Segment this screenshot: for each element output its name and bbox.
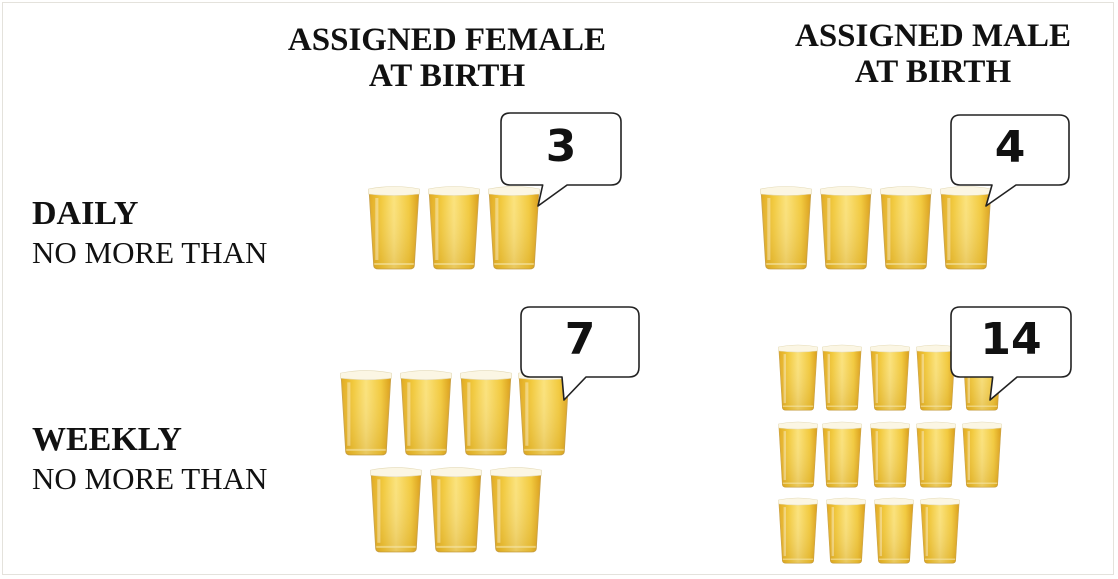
row-weekly-title: WEEKLY bbox=[32, 421, 182, 458]
header-female-line2: AT BIRTH bbox=[368, 58, 526, 94]
speech-bubble-icon bbox=[500, 112, 622, 207]
beer-glass-icon bbox=[760, 184, 812, 270]
beer-glass-icon bbox=[400, 368, 452, 456]
beer-glass-icon bbox=[916, 343, 956, 411]
beer-glass-icon bbox=[880, 184, 932, 270]
beer-glass-icon bbox=[962, 420, 1002, 488]
beer-glass-icon bbox=[826, 496, 866, 564]
beer-glass-icon bbox=[820, 184, 872, 270]
header-male: ASSIGNED MALE AT BIRTH bbox=[768, 18, 1098, 90]
beer-glass-icon bbox=[870, 343, 910, 411]
beer-glass-icon bbox=[822, 420, 862, 488]
bubble-female-daily: 3 bbox=[500, 112, 622, 207]
speech-bubble-icon bbox=[950, 114, 1070, 207]
bubble-male-weekly-value: 14 bbox=[980, 314, 1042, 365]
row-daily-title: DAILY bbox=[32, 195, 139, 232]
bubble-female-weekly-value: 7 bbox=[564, 314, 596, 365]
beer-glass-icon bbox=[370, 465, 422, 553]
beer-glass-icon bbox=[874, 496, 914, 564]
bubble-male-daily-value: 4 bbox=[994, 122, 1026, 173]
beer-glass-icon bbox=[870, 420, 910, 488]
beer-glass-icon bbox=[920, 496, 960, 564]
beer-glass-icon bbox=[778, 420, 818, 488]
bubble-female-weekly: 7 bbox=[520, 306, 640, 401]
row-daily-label: DAILY NO MORE THAN bbox=[32, 194, 267, 272]
header-male-line1: ASSIGNED MALE bbox=[795, 18, 1071, 54]
row-weekly-label: WEEKLY NO MORE THAN bbox=[32, 420, 267, 498]
beer-glass-icon bbox=[778, 343, 818, 411]
speech-bubble-icon bbox=[950, 306, 1072, 401]
bubble-male-daily: 4 bbox=[950, 114, 1070, 207]
beer-glass-icon bbox=[430, 465, 482, 553]
beer-glass-icon bbox=[822, 343, 862, 411]
row-daily-subtitle: NO MORE THAN bbox=[32, 235, 268, 270]
header-male-line2: AT BIRTH bbox=[854, 54, 1012, 90]
beer-glass-icon bbox=[490, 465, 542, 553]
header-female-line1: ASSIGNED FEMALE bbox=[287, 22, 607, 58]
bubble-female-daily-value: 3 bbox=[545, 121, 577, 172]
bubble-male-weekly: 14 bbox=[950, 306, 1072, 401]
row-weekly-subtitle: NO MORE THAN bbox=[32, 461, 268, 496]
beer-glass-icon bbox=[518, 368, 570, 456]
beer-glass-icon bbox=[428, 184, 480, 270]
speech-bubble-icon bbox=[520, 306, 640, 401]
beer-glass-icon bbox=[778, 496, 818, 564]
beer-glass-icon bbox=[368, 184, 420, 270]
beer-glass-icon bbox=[940, 184, 992, 270]
beer-glass-icon bbox=[460, 368, 512, 456]
beer-glass-icon bbox=[488, 184, 540, 270]
beer-glass-icon bbox=[340, 368, 392, 456]
header-female: ASSIGNED FEMALE AT BIRTH bbox=[268, 22, 626, 94]
beer-glass-icon bbox=[916, 420, 956, 488]
